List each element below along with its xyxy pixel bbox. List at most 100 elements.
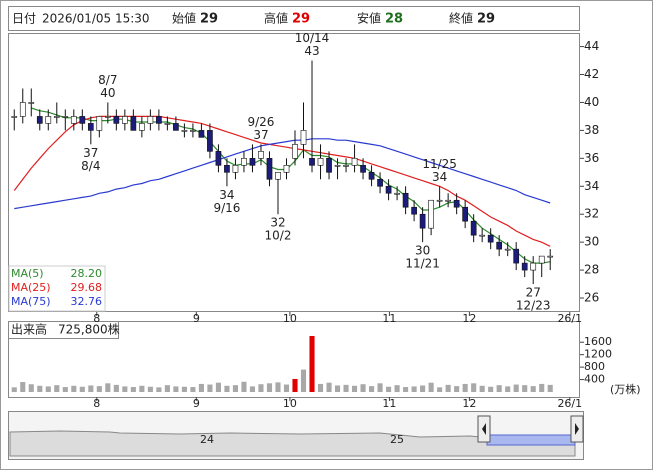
y-tick-label: 30 bbox=[584, 235, 599, 249]
annotation-date: 10/2 bbox=[265, 229, 292, 243]
volume-bar bbox=[45, 386, 51, 393]
candle-body bbox=[513, 248, 520, 264]
volume-bar bbox=[454, 386, 460, 393]
volume-bar bbox=[513, 384, 519, 393]
volume-y-tick-label: 1600 bbox=[584, 335, 612, 348]
volume-bar bbox=[496, 385, 502, 393]
volume-unit: (万株) bbox=[610, 382, 641, 396]
x-tick-label: 12 bbox=[462, 312, 476, 325]
candle-body bbox=[326, 158, 332, 173]
volume-bar bbox=[403, 387, 409, 393]
close: 29 bbox=[477, 12, 495, 27]
candle-body bbox=[334, 165, 341, 167]
volume-bar bbox=[258, 384, 264, 393]
candle-body bbox=[207, 130, 213, 152]
candle-body bbox=[156, 116, 162, 124]
x-tick-label: 26/1 bbox=[557, 397, 582, 410]
volume-bar bbox=[122, 386, 128, 393]
candle-body bbox=[436, 199, 443, 202]
annotation-price: 30 bbox=[415, 244, 430, 258]
volume-bar bbox=[164, 385, 170, 393]
volume-bar bbox=[530, 386, 536, 393]
volume-bar bbox=[343, 384, 349, 393]
annotation-date: 9/26 bbox=[247, 115, 274, 129]
volume-bar bbox=[283, 384, 290, 393]
candle-body bbox=[19, 102, 26, 117]
candle-body bbox=[351, 158, 358, 166]
candle-body bbox=[283, 165, 290, 173]
price-panel bbox=[8, 33, 580, 312]
open-label: 始値 bbox=[172, 11, 196, 26]
candle-body bbox=[53, 116, 60, 118]
volume-bar bbox=[207, 384, 213, 393]
candle-body bbox=[394, 192, 400, 195]
candle-body bbox=[275, 172, 281, 180]
volume-bar bbox=[317, 383, 324, 393]
volume-bar bbox=[224, 385, 230, 393]
volume-y-tick-label: 400 bbox=[584, 373, 605, 386]
candle-body bbox=[530, 262, 537, 271]
candle-body bbox=[411, 206, 417, 215]
legend-name: MA(5) bbox=[11, 267, 44, 280]
x-tick-label: 12 bbox=[462, 397, 476, 410]
volume-bar bbox=[266, 383, 273, 393]
candle-body bbox=[215, 151, 222, 166]
volume-bar bbox=[471, 383, 477, 393]
candle-body bbox=[258, 151, 264, 159]
x-tick-label: 11 bbox=[382, 312, 396, 325]
volume-bar bbox=[275, 382, 281, 393]
volume-bar bbox=[479, 385, 485, 393]
volume-bar bbox=[437, 387, 443, 393]
candle-body bbox=[96, 116, 103, 131]
volume-bar bbox=[377, 383, 383, 393]
candle-body bbox=[70, 116, 77, 124]
candle-body bbox=[266, 158, 273, 180]
volume-bar bbox=[522, 385, 528, 393]
annotation-date: 8/4 bbox=[81, 159, 100, 173]
volume-bar bbox=[539, 383, 545, 393]
candle-body bbox=[300, 130, 307, 145]
x-tick-label: 8 bbox=[93, 397, 100, 410]
y-tick-label: 32 bbox=[584, 207, 599, 221]
volume-bar bbox=[88, 385, 94, 393]
candle-body bbox=[368, 172, 375, 180]
candle-body bbox=[130, 116, 137, 131]
volume-bar bbox=[113, 384, 119, 393]
candle-body bbox=[462, 206, 469, 222]
volume-y-tick-label: 800 bbox=[584, 360, 605, 373]
annotation-date: 11/21 bbox=[405, 257, 440, 271]
candle-body bbox=[104, 116, 111, 118]
volume-bar bbox=[488, 386, 494, 393]
handle-arrow bbox=[575, 423, 579, 435]
candle-body bbox=[113, 116, 120, 124]
candle-body bbox=[360, 165, 366, 173]
legend-value: 28.20 bbox=[71, 267, 103, 280]
candle-body bbox=[292, 144, 298, 159]
volume-bar bbox=[369, 386, 375, 393]
volume-bar bbox=[334, 385, 341, 393]
low-label: 安値 bbox=[357, 11, 381, 26]
candle-body bbox=[496, 241, 503, 250]
candle-body bbox=[538, 255, 545, 264]
volume-bar bbox=[190, 387, 196, 393]
volume-bar bbox=[411, 386, 417, 393]
volume-bar bbox=[462, 383, 468, 393]
volume-bar bbox=[79, 386, 85, 393]
x-tick-label: 10 bbox=[283, 397, 297, 410]
candle-body bbox=[224, 165, 230, 173]
navigator-history bbox=[9, 430, 576, 457]
legend-value: 29.68 bbox=[71, 281, 103, 294]
volume-bar bbox=[28, 384, 34, 393]
candle-body bbox=[377, 178, 383, 187]
volume-bar bbox=[147, 386, 153, 393]
high: 29 bbox=[292, 12, 310, 27]
volume-bar bbox=[326, 382, 332, 393]
navigator-label: 25 bbox=[390, 433, 404, 446]
candle-body bbox=[164, 123, 171, 125]
candle-body bbox=[309, 158, 315, 166]
volume-label-box bbox=[8, 321, 119, 339]
volume-bar bbox=[445, 384, 451, 393]
navigator-selection[interactable] bbox=[486, 434, 576, 446]
volume-bar bbox=[428, 382, 434, 393]
volume-bar bbox=[173, 386, 179, 393]
